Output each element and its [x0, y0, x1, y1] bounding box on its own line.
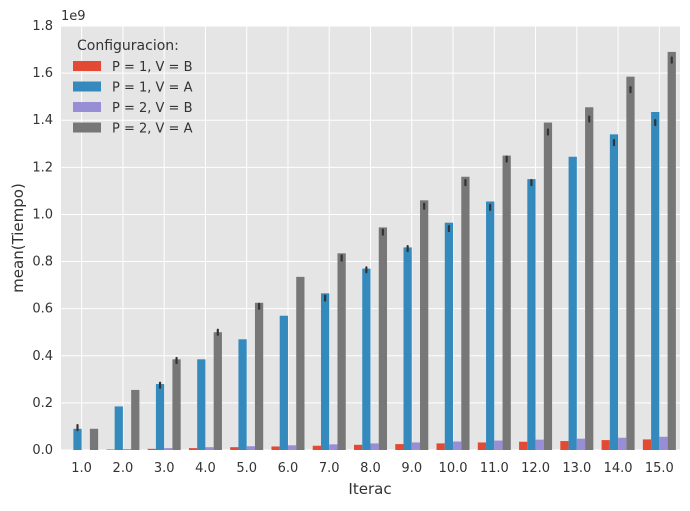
y-tick-label: 0.2	[32, 396, 53, 411]
bar	[115, 406, 123, 450]
bar	[247, 446, 255, 450]
bar	[503, 156, 511, 450]
y-tick-label: 1.6	[32, 66, 53, 81]
bar	[230, 447, 238, 450]
y-tick-label: 0.6	[32, 302, 53, 317]
bar	[494, 441, 502, 450]
x-tick-label: 9.0	[401, 461, 422, 476]
bar	[321, 293, 329, 450]
bar	[271, 446, 279, 450]
x-axis-label: Iterac	[348, 480, 391, 498]
x-tick-label: 2.0	[113, 461, 134, 476]
x-tick-label: 7.0	[319, 461, 340, 476]
bar	[238, 339, 246, 450]
x-tick-label: 1.0	[71, 461, 92, 476]
legend-swatch	[73, 82, 101, 92]
bar	[205, 447, 213, 450]
bar	[560, 441, 568, 450]
x-tick-label: 11.0	[480, 461, 509, 476]
x-tick-label: 15.0	[645, 461, 674, 476]
bar	[337, 253, 345, 450]
bar	[280, 316, 288, 450]
y-tick-label: 1.0	[32, 207, 53, 222]
bar	[445, 223, 453, 450]
y-axis-label: mean(Tiempo)	[9, 183, 27, 293]
legend-swatch	[73, 61, 101, 71]
legend-swatch	[73, 102, 101, 112]
bar	[395, 444, 403, 450]
bar	[651, 112, 659, 450]
bar	[156, 384, 164, 450]
x-tick-label: 6.0	[278, 461, 299, 476]
bar	[453, 442, 461, 450]
x-tick-labels: 1.0 2.0 3.0 4.0 5.0 6.0 7.0 8.0 9.0 10.0 11.0 12.0 1…	[71, 461, 674, 476]
legend-entry: P = 2, V = A	[112, 122, 193, 137]
bar	[659, 437, 667, 450]
bar	[371, 443, 379, 450]
bar	[437, 443, 445, 450]
bar	[362, 269, 370, 450]
bar	[172, 359, 180, 450]
y-tick-label: 1.8	[32, 19, 53, 34]
y-tick-label: 0.4	[32, 349, 53, 364]
bar	[288, 445, 296, 450]
x-tick-label: 10.0	[439, 461, 468, 476]
bar	[148, 449, 156, 450]
bar	[643, 439, 651, 450]
bar	[544, 123, 552, 450]
bar	[486, 201, 494, 450]
legend-entry: P = 1, V = B	[112, 60, 193, 75]
bar	[569, 157, 577, 450]
bar	[73, 429, 81, 450]
x-tick-label: 12.0	[521, 461, 550, 476]
bar	[296, 277, 304, 450]
y-tick-label: 1.4	[32, 113, 53, 128]
bar	[610, 134, 618, 450]
x-tick-label: 5.0	[236, 461, 257, 476]
legend-entry: P = 1, V = A	[112, 81, 193, 96]
bar	[412, 442, 420, 450]
x-tick-label: 3.0	[154, 461, 175, 476]
bar	[90, 429, 98, 450]
bar	[527, 179, 535, 450]
y-tick-label: 1.2	[32, 160, 53, 175]
legend-entry: P = 2, V = B	[112, 101, 193, 116]
bar	[379, 227, 387, 450]
legend-title: Configuracion:	[77, 38, 179, 54]
bar	[189, 448, 197, 450]
bar	[404, 247, 412, 450]
x-tick-label: 13.0	[562, 461, 591, 476]
bar	[214, 332, 222, 450]
bar	[585, 107, 593, 450]
legend-swatch	[73, 123, 101, 133]
bar	[536, 440, 544, 450]
x-tick-label: 8.0	[360, 461, 381, 476]
y-tick-label: 0.8	[32, 255, 53, 270]
bar	[255, 303, 263, 450]
bar	[420, 200, 428, 450]
x-tick-label: 14.0	[604, 461, 633, 476]
bar	[131, 390, 139, 450]
y-tick-labels: 0.0 0.2 0.4 0.6 0.8 1.0 1.2 1.4 1.6 1.8	[32, 19, 53, 458]
bar	[354, 445, 362, 450]
bar	[618, 438, 626, 450]
y-tick-label: 0.0	[32, 443, 53, 458]
bar	[164, 448, 172, 450]
bar	[602, 440, 610, 450]
bar	[197, 359, 205, 450]
bar	[329, 444, 337, 450]
bar	[461, 177, 469, 450]
bar	[123, 449, 131, 450]
x-tick-label: 4.0	[195, 461, 216, 476]
bar	[626, 77, 634, 450]
bar	[519, 442, 527, 450]
y-multiplier-label: 1e9	[61, 9, 86, 24]
bar	[478, 442, 486, 450]
bar	[313, 446, 321, 450]
bar	[577, 439, 585, 450]
bar	[668, 52, 676, 450]
